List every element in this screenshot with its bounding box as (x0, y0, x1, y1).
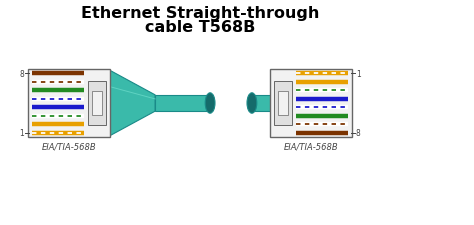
Text: 1: 1 (19, 129, 24, 138)
Text: Ethernet Straight-through: Ethernet Straight-through (81, 6, 319, 21)
Text: EIA/TIA-568B: EIA/TIA-568B (283, 142, 338, 151)
Polygon shape (110, 71, 155, 136)
Bar (155, 95, 210, 112)
Text: EIA/TIA-568B: EIA/TIA-568B (42, 142, 96, 151)
Text: 1: 1 (356, 69, 361, 78)
Ellipse shape (247, 93, 257, 114)
Polygon shape (307, 71, 352, 136)
Bar (92, 91, 102, 116)
Bar (28, 70, 110, 137)
Bar (252, 95, 307, 112)
Bar (274, 81, 292, 126)
Text: 8: 8 (356, 129, 361, 138)
Ellipse shape (205, 93, 215, 114)
Bar (278, 91, 288, 116)
Bar (88, 81, 106, 126)
Text: 8: 8 (19, 69, 24, 78)
Text: cable T568B: cable T568B (145, 20, 255, 35)
Bar (270, 70, 352, 137)
